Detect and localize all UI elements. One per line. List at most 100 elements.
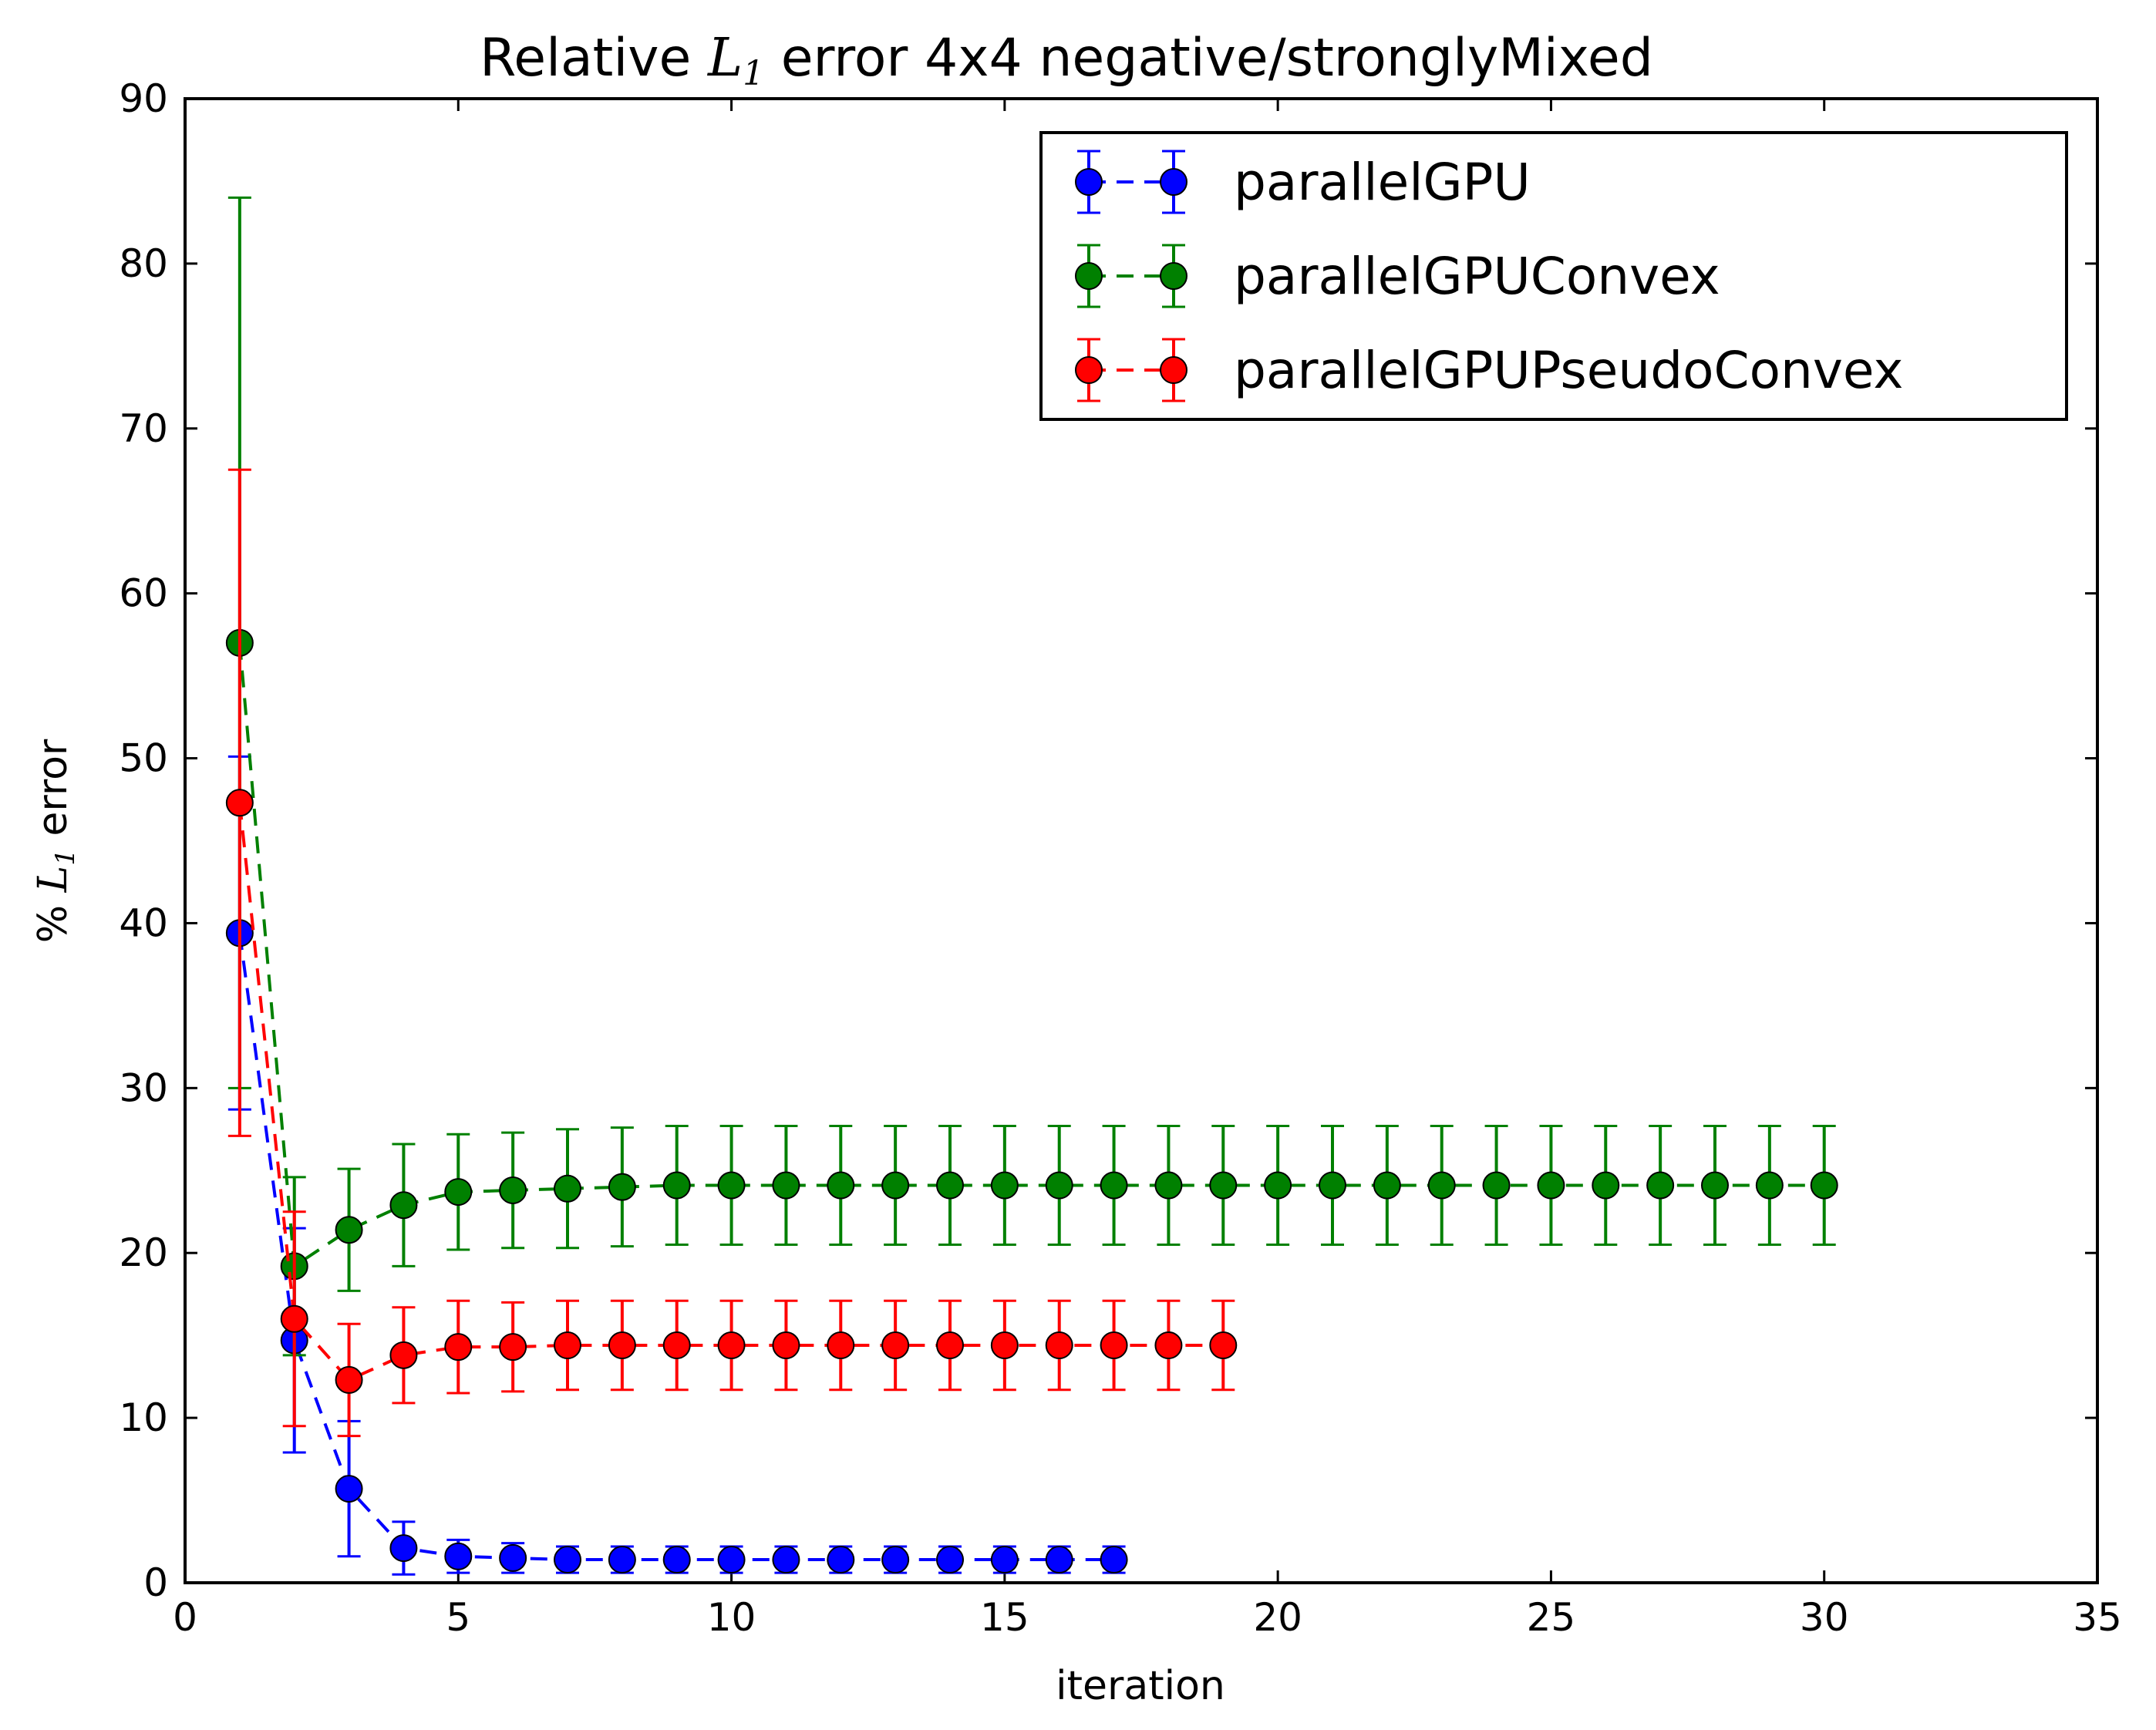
y-tick-label: 60 xyxy=(119,571,168,616)
data-point xyxy=(827,1331,855,1359)
chart-title: Relative L1 error 4x4 negative/stronglyM… xyxy=(480,28,1653,93)
data-point xyxy=(225,789,254,817)
data-point xyxy=(608,1331,636,1359)
data-point xyxy=(499,1176,527,1204)
data-point xyxy=(608,1173,636,1201)
data-point xyxy=(990,1546,1019,1574)
legend-box xyxy=(1039,131,2068,421)
x-tick-label: 25 xyxy=(1527,1595,1576,1640)
y-tick-label: 10 xyxy=(119,1395,168,1440)
data-point xyxy=(389,1534,418,1563)
series-parallelGPUPseudoConvex xyxy=(225,468,1238,1438)
data-point xyxy=(389,1191,418,1220)
data-point xyxy=(717,1546,746,1574)
data-point xyxy=(827,1546,855,1574)
data-point xyxy=(772,1546,800,1574)
data-point xyxy=(717,1331,746,1359)
data-point xyxy=(1209,1171,1238,1200)
x-tick-label: 10 xyxy=(707,1595,756,1640)
data-point xyxy=(335,1365,363,1394)
series-line xyxy=(237,642,1824,1269)
data-point xyxy=(881,1331,910,1359)
data-point xyxy=(444,1542,473,1570)
y-tick-label: 0 xyxy=(143,1560,168,1605)
x-tick-label: 0 xyxy=(173,1595,197,1640)
legend-entry: parallelGPUConvex xyxy=(1075,244,1720,308)
data-point xyxy=(772,1331,800,1359)
chart-title-math: L xyxy=(706,28,743,89)
data-point xyxy=(1264,1171,1292,1200)
x-tick-label: 5 xyxy=(446,1595,470,1640)
data-point xyxy=(554,1174,581,1203)
y-tick-label: 30 xyxy=(119,1065,168,1110)
data-point xyxy=(1100,1546,1128,1574)
data-point xyxy=(772,1171,800,1200)
chart-title-after: error 4x4 negative/stronglyMixed xyxy=(764,28,1653,89)
x-tick-label: 15 xyxy=(980,1595,1029,1640)
data-point xyxy=(1154,1171,1183,1200)
data-point xyxy=(499,1333,527,1361)
y-tick-label: 90 xyxy=(119,76,168,121)
data-point xyxy=(1045,1331,1073,1359)
y-axis-title-math: L xyxy=(30,866,76,894)
x-tick-label: 35 xyxy=(2073,1595,2122,1640)
legend-marker xyxy=(1160,262,1187,290)
series-parallelGPU xyxy=(225,755,1128,1576)
y-tick-label: 40 xyxy=(119,900,168,945)
legend-entry: parallelGPUPseudoConvex xyxy=(1075,338,1903,402)
data-point xyxy=(554,1546,581,1574)
data-point xyxy=(1646,1171,1675,1200)
y-axis-title-sub: 1 xyxy=(50,849,81,866)
data-point xyxy=(335,1475,363,1503)
data-point xyxy=(881,1171,910,1200)
x-axis-title: iteration xyxy=(1056,1663,1225,1709)
data-point xyxy=(499,1543,527,1572)
data-point xyxy=(662,1331,691,1359)
data-point xyxy=(1100,1331,1128,1359)
data-point xyxy=(554,1331,581,1359)
data-point xyxy=(990,1331,1019,1359)
legend-marker xyxy=(1075,356,1103,384)
data-point xyxy=(1373,1171,1401,1200)
data-point xyxy=(1427,1171,1456,1200)
y-tick-label: 70 xyxy=(119,406,168,451)
data-point xyxy=(1154,1331,1183,1359)
data-point xyxy=(389,1341,418,1369)
legend-label: parallelGPUPseudoConvex xyxy=(1234,341,1903,400)
y-tick-label: 80 xyxy=(119,241,168,286)
data-point xyxy=(608,1546,636,1574)
series-line xyxy=(237,803,1224,1382)
legend-marker xyxy=(1075,168,1103,196)
data-point xyxy=(936,1331,964,1359)
data-point xyxy=(280,1304,308,1333)
data-point xyxy=(662,1546,691,1574)
data-point xyxy=(936,1171,964,1200)
data-point xyxy=(662,1171,691,1200)
data-point xyxy=(827,1171,855,1200)
x-tick-label: 20 xyxy=(1253,1595,1302,1640)
data-point xyxy=(1319,1171,1346,1200)
y-axis-title-before: % xyxy=(30,892,76,943)
legend-marker xyxy=(1160,168,1187,196)
data-point xyxy=(1100,1171,1128,1200)
legend-marker xyxy=(1075,262,1103,290)
plot-frame xyxy=(184,97,2099,1584)
x-tick-label: 30 xyxy=(1800,1595,1849,1640)
data-point xyxy=(444,1178,473,1207)
legend: parallelGPU parallelGPUConvex parallelGPUP… xyxy=(1039,131,2068,421)
data-point xyxy=(881,1546,910,1574)
y-tick-label: 50 xyxy=(119,736,168,781)
data-point xyxy=(1482,1171,1511,1200)
legend-label: parallelGPU xyxy=(1234,153,1531,212)
chart-title-before: Relative xyxy=(480,28,708,89)
y-axis-title-after: error xyxy=(30,739,76,849)
series-line xyxy=(237,933,1114,1562)
data-point xyxy=(1592,1171,1620,1200)
data-point xyxy=(335,1216,363,1244)
data-point xyxy=(936,1546,964,1574)
y-axis-title: % L1 error xyxy=(30,739,81,943)
data-point xyxy=(1537,1171,1565,1200)
data-point xyxy=(717,1171,746,1200)
data-point xyxy=(990,1171,1019,1200)
data-point xyxy=(1701,1171,1729,1200)
